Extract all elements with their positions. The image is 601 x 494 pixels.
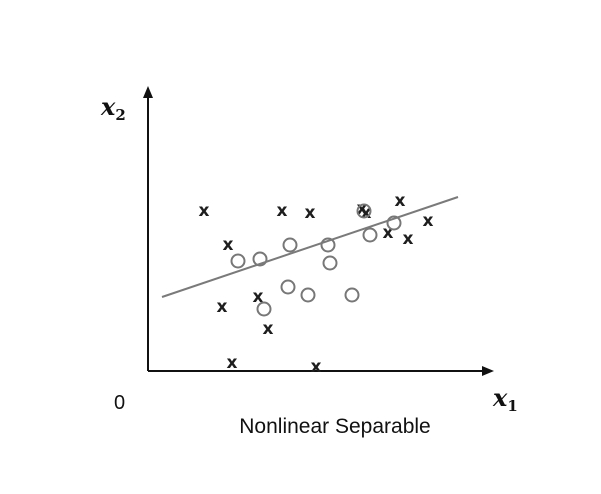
cross-marker: x xyxy=(199,201,210,221)
cross-marker: x xyxy=(423,211,434,231)
cross-marker: x xyxy=(263,319,274,339)
cross-marker: x xyxy=(311,357,322,377)
cross-marker: x xyxy=(227,353,238,373)
cross-marker: x xyxy=(357,199,368,219)
circle-marker xyxy=(300,287,316,303)
circle-marker xyxy=(362,227,378,243)
axes xyxy=(143,86,494,376)
circle-marker xyxy=(230,253,246,269)
origin-label: 0 xyxy=(114,392,125,414)
cross-marker: x xyxy=(253,287,264,307)
cross-marker: x xyxy=(217,297,228,317)
x-axis-label: x1 xyxy=(492,383,518,415)
circle-marker xyxy=(256,301,272,317)
cross-marker: x xyxy=(305,203,316,223)
y-axis-symbol: x xyxy=(100,92,116,121)
cross-marker: x xyxy=(395,191,406,211)
y-axis-label: x2 xyxy=(100,92,126,124)
cross-marker: x xyxy=(223,235,234,255)
figure-caption: Nonlinear Separable xyxy=(239,415,430,438)
x-axis-symbol: x xyxy=(492,383,508,412)
circle-marker xyxy=(386,215,402,231)
circle-marker xyxy=(282,237,298,253)
y-axis-arrowhead xyxy=(143,86,153,98)
cross-marker: x xyxy=(383,223,394,243)
circle-marker xyxy=(344,287,360,303)
circle-marker xyxy=(356,203,372,219)
cross-marker: x xyxy=(361,203,372,223)
y-axis-subscript: 2 xyxy=(115,106,125,124)
decision-boundary-line xyxy=(161,196,459,298)
x-axis-arrowhead xyxy=(482,366,494,376)
cross-marker: x xyxy=(277,201,288,221)
circle-marker xyxy=(252,251,268,267)
circle-marker xyxy=(320,237,336,253)
x-axis-subscript: 1 xyxy=(507,397,517,415)
circle-marker xyxy=(280,279,296,295)
circle-marker xyxy=(322,255,338,271)
cross-marker: x xyxy=(403,229,414,249)
